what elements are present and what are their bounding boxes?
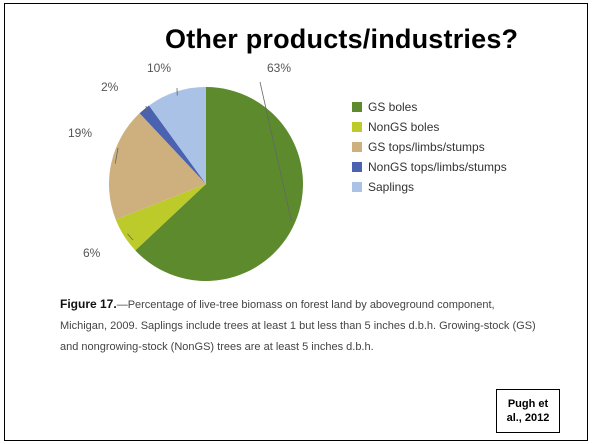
legend-item: Saplings xyxy=(352,177,507,197)
slice-label: 10% xyxy=(147,61,171,75)
figure-caption: Figure 17.—Percentage of live-tree bioma… xyxy=(60,294,540,358)
leader-line xyxy=(127,233,134,241)
legend-item: NonGS tops/limbs/stumps xyxy=(352,157,507,177)
legend-item: GS boles xyxy=(352,97,507,117)
slice-label: 63% xyxy=(267,61,291,75)
caption-text: —Percentage of live-tree biomass on fore… xyxy=(60,299,536,353)
chart-legend: GS boles NonGS boles GS tops/limbs/stumps N… xyxy=(352,97,507,197)
legend-label: Saplings xyxy=(368,180,415,194)
caption-head: Figure 17. xyxy=(60,297,117,311)
slide: Other products/industries? 63% 6% 19% 2% 10%… xyxy=(4,3,588,441)
slice-label: 19% xyxy=(68,126,92,140)
slice-label: 6% xyxy=(83,246,101,260)
citation-box: Pugh et al., 2012 xyxy=(496,389,560,433)
slice-label: 2% xyxy=(101,80,119,94)
leader-line xyxy=(145,105,148,113)
legend-swatch xyxy=(352,102,362,112)
legend-swatch xyxy=(352,122,362,132)
legend-label: NonGS tops/limbs/stumps xyxy=(368,160,507,174)
leader-line xyxy=(114,147,119,164)
legend-swatch xyxy=(352,162,362,172)
leader-line xyxy=(259,81,292,222)
pie-chart: 63% 6% 19% 2% 10% xyxy=(68,61,303,281)
slide-title: Other products/industries? xyxy=(165,24,519,54)
legend-swatch xyxy=(352,182,362,192)
pie-slice-gs-tops-limbs-stumps xyxy=(109,113,206,220)
legend-label: NonGS boles xyxy=(368,120,440,134)
legend-label: GS tops/limbs/stumps xyxy=(368,140,485,154)
legend-item: GS tops/limbs/stumps xyxy=(352,137,507,157)
legend-item: NonGS boles xyxy=(352,117,507,137)
pie-slice-nongs-tops-limbs-stumps xyxy=(139,105,206,184)
pie-slice-gs-boles xyxy=(135,87,303,281)
pie-slice-saplings xyxy=(148,87,206,184)
pie-slice-nongs-boles xyxy=(115,184,206,251)
legend-swatch xyxy=(352,142,362,152)
legend-label: GS boles xyxy=(368,100,418,114)
